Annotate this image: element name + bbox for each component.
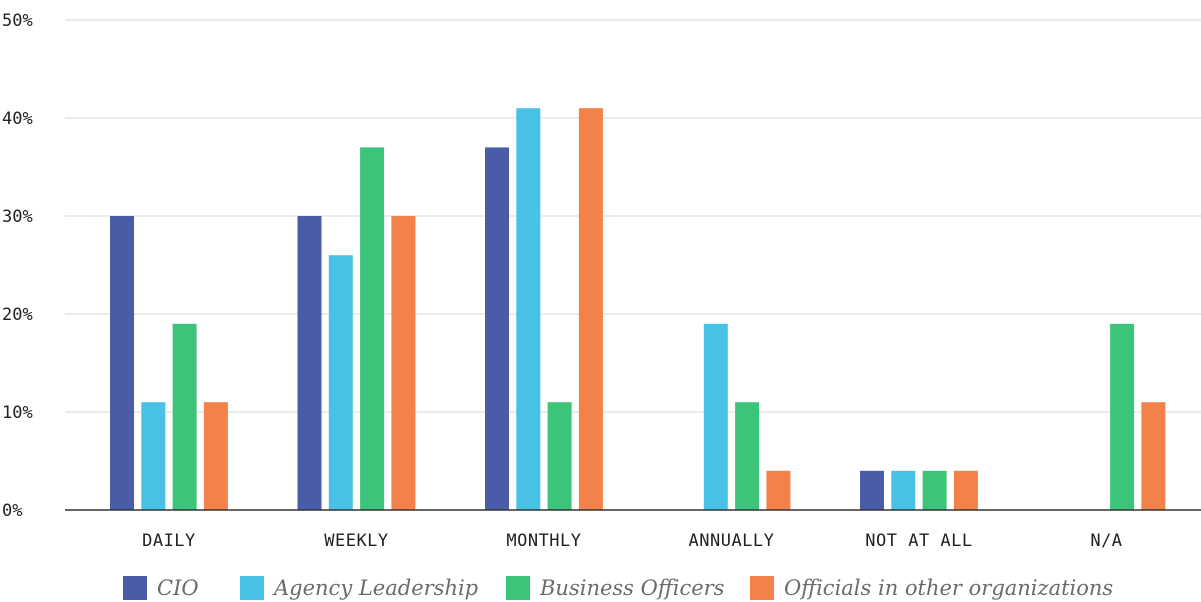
bar-business-officers-weekly — [360, 147, 385, 510]
legend-item-officials-other-orgs: Officials in other organizations — [750, 576, 1113, 600]
legend-swatch-officials-other-orgs — [750, 576, 774, 600]
bar-agency-leadership-daily — [141, 402, 166, 510]
bar-business-officers-annually — [735, 402, 760, 510]
bar-officials-in-other-organizations-not-at-all — [953, 470, 978, 510]
x-category-label: MONTHLY — [506, 531, 581, 551]
legend-label-business-officers: Business Officers — [540, 576, 725, 600]
bar-cio-monthly — [485, 147, 509, 510]
bars — [110, 108, 1166, 510]
bar-officials-in-other-organizations-monthly — [578, 108, 603, 510]
x-category-label: WEEKLY — [324, 531, 388, 551]
bar-cio-weekly — [297, 216, 322, 510]
bar-agency-leadership-annually — [703, 323, 728, 510]
y-tick-label: 0% — [2, 501, 22, 521]
y-tick-label: 30% — [2, 207, 33, 227]
legend-swatch-agency-leadership — [240, 576, 264, 600]
legend-item-agency-leadership: Agency Leadership — [240, 576, 478, 600]
y-tick-label: 40% — [2, 109, 33, 129]
y-axis: 0% 10% 20% 30% 40% 50% — [2, 11, 33, 521]
bar-agency-leadership-not-at-all — [891, 470, 916, 510]
bar-officials-in-other-organizations-daily — [203, 402, 228, 510]
x-category-label: NOT AT ALL — [865, 531, 972, 551]
legend-label-officials-other-orgs: Officials in other organizations — [784, 576, 1114, 600]
legend-label-cio: CIO — [157, 576, 199, 600]
legend-swatch-cio — [123, 576, 147, 600]
bar-officials-in-other-organizations-annually — [766, 470, 791, 510]
gridlines — [65, 19, 1201, 413]
bar-business-officers-daily — [172, 323, 197, 510]
x-category-label: ANNUALLY — [689, 531, 775, 551]
legend-item-cio: CIO — [123, 576, 199, 600]
bar-business-officers-n-a — [1110, 323, 1135, 510]
bar-business-officers-monthly — [547, 402, 572, 510]
bar-officials-in-other-organizations-weekly — [391, 216, 416, 510]
y-tick-label: 20% — [2, 305, 33, 325]
legend-item-business-officers: Business Officers — [506, 576, 724, 600]
y-tick-label: 10% — [2, 403, 33, 423]
x-axis: DAILY WEEKLY MONTHLY ANNUALLY NOT AT ALL N/A — [65, 509, 1201, 551]
bar-cio-not-at-all — [860, 470, 884, 510]
y-tick-label: 50% — [2, 11, 33, 31]
legend-swatch-business-officers — [506, 576, 530, 600]
x-category-label: DAILY — [142, 531, 196, 551]
bar-business-officers-not-at-all — [922, 470, 947, 510]
bar-agency-leadership-monthly — [516, 108, 541, 510]
legend: CIO Agency Leadership Business Officers … — [0, 568, 1201, 602]
bar-cio-daily — [110, 216, 134, 510]
bar-agency-leadership-weekly — [328, 255, 353, 510]
x-category-label: N/A — [1090, 531, 1122, 551]
legend-label-agency-leadership: Agency Leadership — [274, 576, 479, 600]
bar-officials-in-other-organizations-n-a — [1141, 402, 1166, 510]
